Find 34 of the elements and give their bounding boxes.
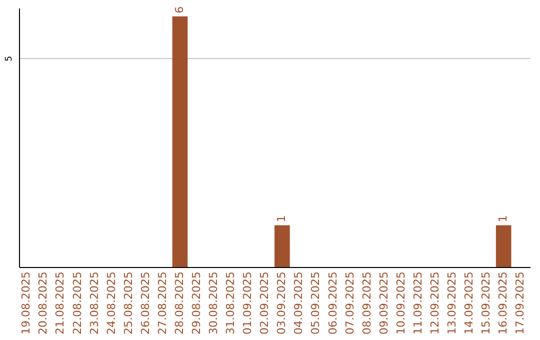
x-tick-label: 25.08.2025	[122, 272, 135, 334]
x-tick-label: 08.09.2025	[360, 272, 374, 334]
x-tick-label: 22.08.2025	[70, 272, 84, 334]
x-tick-label: 12.09.2025	[428, 272, 442, 334]
x-tick-label: 17.09.2025	[514, 272, 527, 334]
x-tick-label: 10.09.2025	[394, 272, 408, 334]
x-tick-label: 07.09.2025	[343, 272, 356, 334]
x-tick-label: 23.08.2025	[88, 272, 101, 334]
data-label: 6	[172, 6, 186, 14]
data-label: 1	[496, 215, 510, 222]
x-tick-label: 15.09.2025	[480, 272, 493, 334]
x-tick-label: 31.08.2025	[224, 272, 238, 334]
x-tick-label: 13.09.2025	[446, 272, 458, 334]
x-tick-label: 14.09.2025	[462, 272, 476, 334]
x-tick-label: 30.08.2025	[207, 272, 220, 334]
x-tick-label: 29.08.2025	[190, 272, 203, 334]
x-tick-label: 03.09.2025	[275, 272, 288, 334]
x-tick-label: 05.09.2025	[309, 272, 322, 334]
x-tick-label: 24.08.2025	[104, 272, 118, 334]
x-tick-label: 04.09.2025	[292, 272, 306, 334]
x-tick-label: 16.09.2025	[496, 272, 510, 334]
x-tick-label: 21.08.2025	[54, 272, 67, 334]
x-tick-label: 26.08.2025	[138, 272, 152, 334]
x-tick-label: 02.09.2025	[258, 272, 272, 334]
x-tick-label: 06.09.2025	[326, 272, 340, 334]
x-tick-label: 09.09.2025	[377, 272, 390, 334]
data-label: 1	[275, 215, 288, 222]
x-tick-label: 27.08.2025	[156, 272, 169, 334]
x-tick-label: 28.08.2025	[172, 272, 186, 334]
x-tick-label: 20.08.2025	[36, 272, 50, 334]
y-tick-label: 5	[4, 56, 14, 62]
x-tick-label: 01.09.2025	[241, 272, 254, 334]
x-tick-label: 11.09.2025	[411, 272, 424, 334]
x-tick-label: 19.08.2025	[20, 272, 33, 334]
